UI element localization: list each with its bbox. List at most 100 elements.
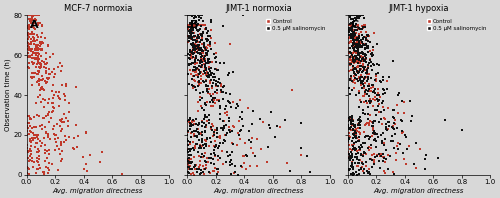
0.5 μM salinomycin xyxy=(347,32,355,35)
0.5 μM salinomycin xyxy=(196,51,203,55)
0.5 μM salinomycin xyxy=(350,59,358,62)
0.5 μM salinomycin xyxy=(346,158,354,161)
0.5 μM salinomycin xyxy=(352,49,360,52)
Control xyxy=(192,62,200,66)
0.5 μM salinomycin xyxy=(222,104,230,107)
0.5 μM salinomycin xyxy=(229,71,237,74)
Point xyxy=(38,48,46,51)
Control xyxy=(188,56,196,60)
0.5 μM salinomycin xyxy=(190,65,198,68)
0.5 μM salinomycin xyxy=(350,60,358,64)
Point xyxy=(26,117,34,121)
0.5 μM salinomycin xyxy=(238,117,246,120)
Control xyxy=(198,24,206,27)
0.5 μM salinomycin xyxy=(204,59,212,62)
0.5 μM salinomycin xyxy=(191,60,199,63)
Control xyxy=(374,100,382,103)
Point xyxy=(42,63,50,66)
Point xyxy=(33,113,41,117)
0.5 μM salinomycin xyxy=(212,83,220,86)
Control xyxy=(347,54,355,57)
Point xyxy=(54,65,62,68)
0.5 μM salinomycin xyxy=(206,78,214,81)
0.5 μM salinomycin xyxy=(360,84,368,87)
Point xyxy=(32,21,40,24)
Point xyxy=(30,14,38,17)
0.5 μM salinomycin xyxy=(368,54,376,57)
0.5 μM salinomycin xyxy=(228,163,236,166)
Control xyxy=(344,152,352,155)
0.5 μM salinomycin xyxy=(185,118,193,121)
0.5 μM salinomycin xyxy=(346,77,354,80)
Point xyxy=(30,56,38,60)
0.5 μM salinomycin xyxy=(345,116,353,119)
Point xyxy=(34,52,42,55)
0.5 μM salinomycin xyxy=(352,14,360,17)
0.5 μM salinomycin xyxy=(198,125,206,128)
0.5 μM salinomycin xyxy=(281,119,289,122)
Point xyxy=(30,146,38,149)
Control xyxy=(203,156,211,159)
Point xyxy=(28,61,36,64)
Control xyxy=(348,24,356,27)
Point xyxy=(43,81,51,84)
Point xyxy=(24,34,32,37)
Point xyxy=(50,133,58,136)
Control xyxy=(283,162,291,165)
Control xyxy=(196,24,204,27)
0.5 μM salinomycin xyxy=(360,112,368,115)
Control xyxy=(216,91,224,94)
Control xyxy=(354,41,362,44)
0.5 μM salinomycin xyxy=(188,34,196,37)
0.5 μM salinomycin xyxy=(190,16,198,19)
0.5 μM salinomycin xyxy=(198,153,205,156)
Control xyxy=(242,167,250,170)
0.5 μM salinomycin xyxy=(192,54,200,58)
Control xyxy=(360,76,368,80)
0.5 μM salinomycin xyxy=(221,140,229,143)
0.5 μM salinomycin xyxy=(202,27,210,30)
0.5 μM salinomycin xyxy=(358,64,366,68)
0.5 μM salinomycin xyxy=(354,53,362,57)
0.5 μM salinomycin xyxy=(382,157,390,161)
Point xyxy=(30,38,38,41)
0.5 μM salinomycin xyxy=(360,17,368,20)
Control xyxy=(356,45,364,48)
Control xyxy=(354,70,362,73)
0.5 μM salinomycin xyxy=(349,14,357,17)
Point xyxy=(32,49,40,52)
0.5 μM salinomycin xyxy=(186,21,194,25)
Point xyxy=(26,67,34,70)
Control xyxy=(202,139,209,142)
Point xyxy=(26,26,34,29)
Point xyxy=(35,62,43,65)
0.5 μM salinomycin xyxy=(188,43,196,47)
0.5 μM salinomycin xyxy=(191,86,199,89)
Point xyxy=(27,47,35,50)
Control xyxy=(383,80,391,83)
0.5 μM salinomycin xyxy=(348,31,356,35)
Control xyxy=(209,105,217,108)
0.5 μM salinomycin xyxy=(352,93,360,96)
Control xyxy=(360,24,368,27)
Point xyxy=(34,59,42,62)
Control xyxy=(212,84,220,87)
Control xyxy=(204,66,212,69)
Point xyxy=(26,35,34,38)
0.5 μM salinomycin xyxy=(347,14,355,17)
Control xyxy=(192,68,200,71)
Point xyxy=(28,54,36,57)
Point xyxy=(24,129,32,132)
Control xyxy=(351,77,359,80)
Point xyxy=(29,14,37,17)
0.5 μM salinomycin xyxy=(350,33,358,36)
0.5 μM salinomycin xyxy=(204,84,212,88)
Point xyxy=(32,18,40,21)
0.5 μM salinomycin xyxy=(349,20,357,24)
0.5 μM salinomycin xyxy=(193,67,201,70)
Control xyxy=(348,60,356,63)
Control xyxy=(352,45,360,48)
0.5 μM salinomycin xyxy=(216,113,224,116)
0.5 μM salinomycin xyxy=(351,123,359,126)
0.5 μM salinomycin xyxy=(350,40,358,43)
